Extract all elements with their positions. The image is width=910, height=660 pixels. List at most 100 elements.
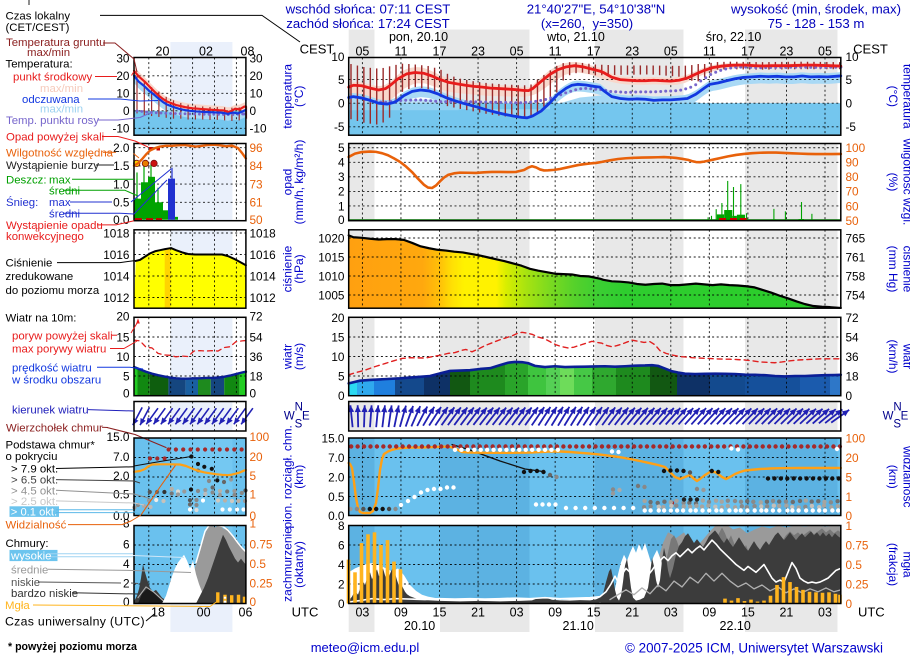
svg-text:Chmury:: Chmury:: [6, 538, 49, 550]
svg-text:* powyżej poziomu morza: * powyżej poziomu morza: [8, 641, 137, 653]
svg-text:02: 02: [199, 44, 213, 58]
svg-text:73: 73: [250, 177, 264, 191]
svg-text:Temperatura gruntu: Temperatura gruntu: [6, 37, 105, 49]
svg-text:5: 5: [338, 369, 345, 383]
svg-text:21: 21: [625, 605, 639, 619]
svg-text:UTC: UTC: [292, 604, 319, 619]
svg-text:(m/s): (m/s): [292, 343, 306, 370]
svg-text:08: 08: [241, 44, 255, 58]
svg-text:średnie: średnie: [11, 564, 48, 576]
svg-text:do poziomu morza: do poziomu morza: [6, 285, 100, 297]
svg-text:23: 23: [471, 44, 485, 58]
svg-text:W: W: [883, 410, 894, 422]
svg-text:05: 05: [664, 44, 678, 58]
svg-text:80: 80: [846, 170, 860, 184]
svg-text:20: 20: [331, 311, 345, 325]
svg-text:18: 18: [846, 369, 860, 383]
svg-text:(km/h): (km/h): [886, 340, 900, 374]
svg-text:pion. rozciągł. chm.: pion. rozciągł. chm.: [281, 425, 295, 528]
svg-text:21: 21: [779, 605, 793, 619]
svg-text:61: 61: [250, 196, 263, 210]
svg-text:wysokie: wysokie: [10, 551, 52, 563]
svg-text:72: 72: [250, 309, 263, 323]
svg-text:-5: -5: [846, 120, 857, 134]
svg-text:1: 1: [250, 516, 257, 530]
svg-text:758: 758: [846, 269, 866, 283]
svg-text:0: 0: [123, 104, 130, 118]
svg-text:36: 36: [250, 350, 264, 364]
svg-text:1: 1: [250, 487, 257, 501]
svg-text:4: 4: [338, 156, 345, 170]
svg-text:10: 10: [116, 87, 130, 101]
svg-text:wschód słońca: 07:11 CEST: wschód słońca: 07:11 CEST: [285, 1, 451, 16]
svg-text:(mm Hg): (mm Hg): [886, 246, 900, 293]
svg-text:72: 72: [846, 311, 859, 325]
svg-text:5: 5: [846, 470, 853, 484]
svg-text:100: 100: [846, 141, 866, 155]
svg-text:Widzialność: Widzialność: [6, 520, 67, 532]
svg-text:21°40'27"E, 54°10'38"N: 21°40'27"E, 54°10'38"N: [527, 1, 666, 16]
svg-text:100: 100: [250, 430, 270, 444]
svg-text:mgła: mgła: [901, 551, 910, 577]
svg-text:(frakcja): (frakcja): [886, 543, 900, 586]
svg-text:Wiatr na 10m:: Wiatr na 10m:: [6, 313, 77, 325]
svg-text:1012: 1012: [103, 291, 129, 305]
svg-text:7.0: 7.0: [328, 451, 345, 465]
svg-text:0.5: 0.5: [328, 490, 345, 504]
svg-text:Wierzchołek chmur: Wierzchołek chmur: [6, 422, 103, 434]
svg-text:6: 6: [338, 538, 345, 552]
svg-text:wysokość (min, środek, max): wysokość (min, środek, max): [730, 1, 901, 16]
svg-text:5: 5: [846, 73, 853, 87]
svg-text:> 4.5 okt.: > 4.5 okt.: [11, 485, 58, 497]
svg-text:0: 0: [338, 213, 345, 227]
svg-text:o pokryciu: o pokryciu: [6, 451, 58, 463]
svg-text:15: 15: [116, 330, 130, 344]
svg-text:8: 8: [338, 519, 345, 533]
svg-text:05: 05: [818, 44, 832, 58]
svg-text:2: 2: [123, 576, 130, 590]
svg-text:03: 03: [510, 605, 524, 619]
svg-text:00: 00: [197, 605, 211, 619]
svg-text:opad: opad: [281, 169, 295, 196]
svg-text:20.10: 20.10: [404, 619, 435, 633]
svg-text:Śnieg:: Śnieg:: [6, 196, 38, 209]
svg-text:75 - 128 - 153 m: 75 - 128 - 153 m: [768, 16, 865, 31]
svg-text:2: 2: [338, 577, 345, 591]
svg-text:UTC: UTC: [858, 604, 885, 619]
svg-text:20: 20: [846, 451, 860, 465]
svg-text:7.0: 7.0: [113, 450, 130, 464]
svg-text:0: 0: [123, 386, 130, 400]
svg-text:S: S: [295, 419, 303, 431]
svg-text:(°C): (°C): [292, 86, 306, 107]
svg-text:03: 03: [664, 605, 678, 619]
svg-text:N: N: [295, 401, 303, 413]
svg-text:średni: średni: [49, 185, 80, 197]
svg-text:Czas lokalny: Czas lokalny: [6, 11, 71, 23]
svg-text:21.10: 21.10: [563, 619, 594, 633]
svg-text:15.0: 15.0: [322, 431, 345, 445]
svg-text:54: 54: [846, 330, 860, 344]
svg-text:CEST: CEST: [853, 41, 888, 56]
svg-text:1014: 1014: [103, 269, 130, 283]
svg-text:> 0.1 okt.: > 0.1 okt.: [11, 507, 57, 519]
svg-text:Deszcz:: Deszcz:: [6, 174, 47, 186]
svg-text:36: 36: [846, 350, 860, 364]
svg-text:5: 5: [123, 369, 130, 383]
svg-text:0.5: 0.5: [113, 487, 130, 501]
svg-text:15.0: 15.0: [107, 430, 130, 444]
svg-text:zredukowane: zredukowane: [6, 271, 74, 283]
svg-text:średni: średni: [49, 208, 80, 220]
svg-text:0.5: 0.5: [250, 557, 267, 571]
svg-text:(x=260, y=350): (x=260, y=350): [541, 16, 633, 31]
svg-text:11: 11: [703, 44, 716, 58]
svg-text:15: 15: [741, 605, 755, 619]
svg-text:Czas uniwersalny (UTC): Czas uniwersalny (UTC): [5, 614, 145, 628]
svg-text:E: E: [302, 411, 310, 423]
svg-text:11: 11: [394, 44, 407, 58]
svg-text:96: 96: [250, 141, 264, 155]
svg-text:-5: -5: [334, 120, 345, 134]
svg-text:10: 10: [331, 350, 345, 364]
svg-text:0: 0: [846, 96, 853, 110]
svg-text:kierunek wiatru: kierunek wiatru: [12, 405, 89, 417]
svg-text:max/min: max/min: [40, 83, 83, 95]
